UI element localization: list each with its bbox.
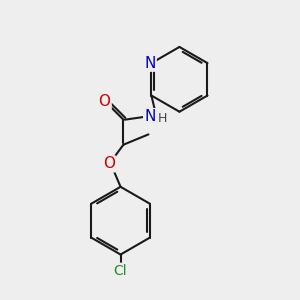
Text: O: O <box>103 156 115 171</box>
Text: N: N <box>144 56 156 70</box>
Text: N: N <box>144 109 156 124</box>
Text: H: H <box>158 112 167 125</box>
Text: O: O <box>99 94 111 109</box>
Text: Cl: Cl <box>114 264 128 278</box>
